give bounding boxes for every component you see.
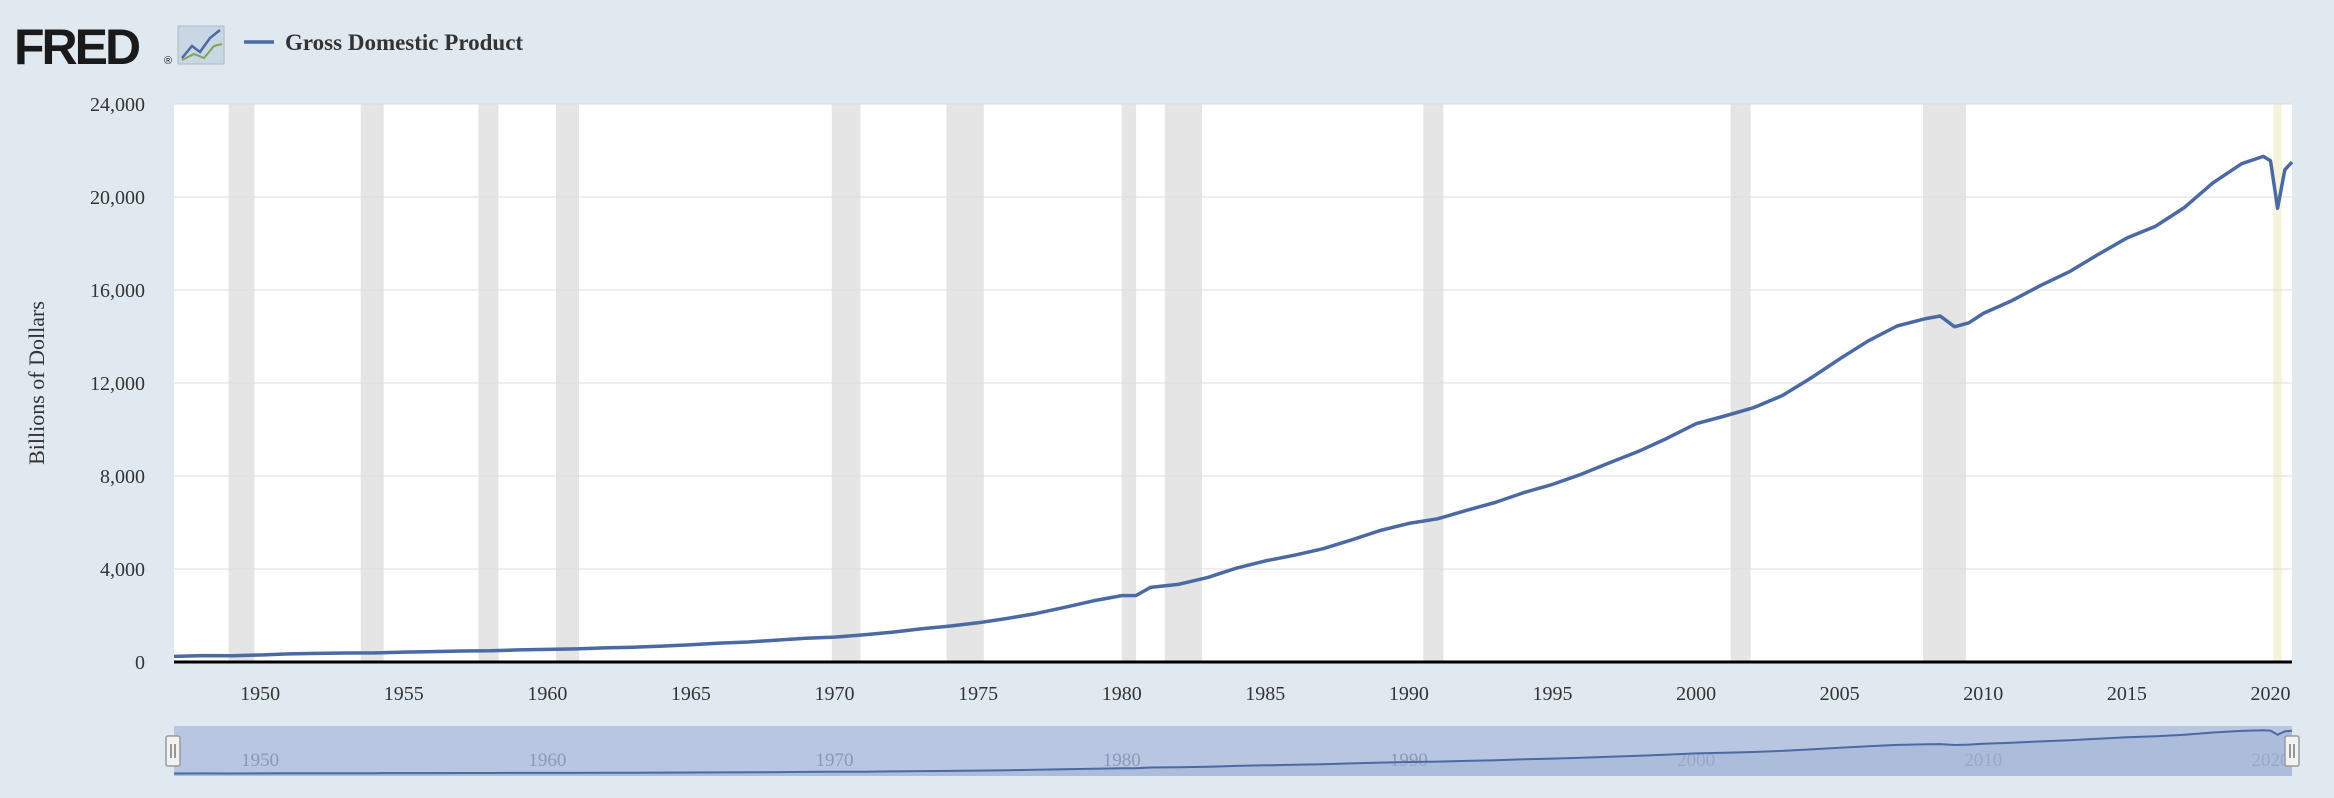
- navigator-year-label: 1970: [816, 750, 854, 771]
- navigator-series-line: [173, 729, 2293, 775]
- x-tick-label: 1960: [527, 683, 567, 705]
- navigator-series-area: [174, 730, 2292, 776]
- y-tick-label: 12,000: [90, 373, 145, 395]
- range-navigator[interactable]: 19501960197019801990200020102020: [165, 726, 2300, 776]
- gridlines: [174, 103, 2292, 570]
- x-tick-label: 2020: [2250, 683, 2290, 705]
- y-tick-label: 8,000: [100, 466, 145, 488]
- x-tick-label: 2005: [1820, 683, 1860, 705]
- y-axis-ticks: 0 4,000 8,000 12,000 16,000 20,000 24,000: [90, 94, 145, 674]
- series-line-gdp[interactable]: [173, 154, 2294, 659]
- line-chart-icon: [177, 25, 225, 65]
- legend[interactable]: Gross Domestic Product: [244, 30, 523, 55]
- y-axis-label: Billions of Dollars: [24, 301, 49, 465]
- x-tick-label: 2015: [2107, 683, 2147, 705]
- x-tick-label: 1990: [1389, 683, 1429, 705]
- navigator-year-label: 1960: [528, 750, 566, 771]
- y-tick-label: 20,000: [90, 187, 145, 209]
- x-tick-label: 1995: [1532, 683, 1572, 705]
- x-tick-label: 2000: [1676, 683, 1716, 705]
- fred-logo-text: FRED: [14, 19, 140, 75]
- navigator-handle-left[interactable]: [165, 735, 181, 767]
- fred-logo[interactable]: FRED ®: [14, 19, 172, 75]
- x-tick-label: 1955: [384, 683, 424, 705]
- x-tick-label: 1970: [815, 683, 855, 705]
- x-tick-label: 1985: [1245, 683, 1285, 705]
- x-tick-label: 2010: [1963, 683, 2003, 705]
- x-axis-ticks: 1950 1955 1960 1965 1970 1975 1980 1985 1990 1995…: [240, 683, 2290, 705]
- x-tick-label: 1965: [671, 683, 711, 705]
- series-layer: [173, 154, 2294, 659]
- navigator-year-label: 1980: [1103, 750, 1141, 771]
- x-tick-label: 1980: [1102, 683, 1142, 705]
- y-tick-label: 24,000: [90, 94, 145, 116]
- x-tick-label: 1950: [240, 683, 280, 705]
- y-tick-label: 16,000: [90, 280, 145, 302]
- registered-mark: ®: [164, 55, 172, 67]
- x-tick-label: 1975: [958, 683, 998, 705]
- navigator-year-label: 1950: [241, 750, 279, 771]
- y-tick-label: 4,000: [100, 559, 145, 581]
- legend-label: Gross Domestic Product: [285, 30, 523, 55]
- y-tick-label: 0: [135, 652, 145, 674]
- navigator-handle-right[interactable]: [2284, 735, 2300, 767]
